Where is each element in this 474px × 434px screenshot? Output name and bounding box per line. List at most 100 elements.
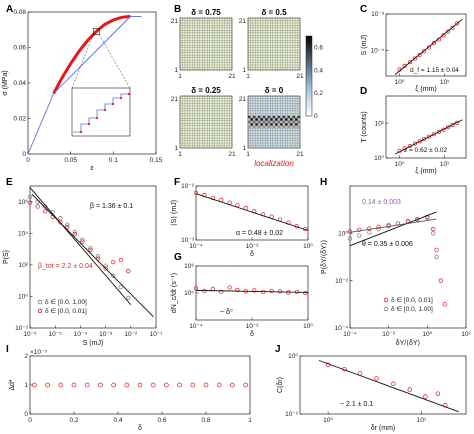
panel-b-localization-cell (280, 115, 283, 119)
panel-a-y-tick-label: 0.04 (13, 80, 26, 87)
panel-a-x-tick-label: 0 (26, 157, 30, 164)
panel-b-map (179, 95, 233, 149)
panel-a-inset-event (119, 96, 123, 100)
panel-b-localization-cell (255, 115, 258, 119)
panel-h-y-axis-label: P(δY/⟨δY⟩) (320, 240, 328, 274)
panel-b-localization-cell (270, 120, 273, 124)
panel-a-y-tick-label: 0.08 (13, 9, 26, 16)
panel-c-fit-line (394, 18, 463, 75)
panel-g-fit-line (195, 289, 309, 293)
panel-b-localization-cell (257, 125, 261, 129)
panel-d-data-point (441, 127, 446, 132)
panel-g-data-point (303, 290, 308, 296)
panel-a-inset-event (87, 122, 91, 126)
panel-b-localization-cell (262, 115, 266, 119)
panel-f-y-tick-label: 10⁻² (181, 183, 195, 190)
panel-e-y-tick-label: 10⁶ (18, 199, 28, 206)
panel-b-map (179, 17, 233, 71)
panel-c-y-tick-label: 10⁻⁴ (371, 48, 385, 55)
panel-b-localization-cell (280, 125, 283, 129)
panel-h-data-point-series-1 (357, 227, 362, 233)
panel-c-y-axis-label: S (mJ) (361, 35, 368, 56)
panel-b-localization-cell (250, 118, 253, 121)
panel-b-localization-cell (277, 123, 281, 126)
panel-b-localization-cell (290, 123, 293, 126)
panel-i-y-tick-label: 1 (24, 382, 28, 389)
panel-b-localization-cell (295, 118, 298, 121)
panel-c-annotation: d_f = 1.15 ± 0.04 (410, 67, 459, 74)
panel-b-annotation: localization (254, 159, 294, 168)
panel-b-localization-cell (282, 120, 286, 124)
panel-h-data-point-series-2 (376, 227, 381, 232)
panel-b-localization-cell (257, 115, 261, 119)
panel-h-data-point-series-1 (442, 302, 447, 307)
panel-j-data-point (391, 381, 396, 387)
panel-e-data-point-series-2 (80, 239, 85, 244)
panel-h-legend-label: δ ∈ [0.0, 1.00] (391, 306, 433, 313)
panel-e-y-tick-label: 10⁴ (18, 231, 28, 238)
panel-i-data-point (177, 382, 182, 388)
panel-h-annotation-theta: θ = 0.35 ± 0.006 (362, 241, 413, 248)
panel-h-x-axis-label: δY/⟨δY⟩ (396, 339, 421, 347)
panel-b-localization-cell (248, 120, 251, 124)
panel-c-data-point (446, 29, 451, 34)
chart-e: 10⁻⁶ 10⁻⁵ 10⁻⁴ 10⁻³ 10⁻² 10⁻¹ 10⁻² 10⁰ 10² 10⁴ 10⁶… (3, 185, 163, 347)
panel-h-y-tick-label: 10⁻⁴ (335, 325, 349, 332)
chart-g: 10⁻⁴ 10⁻² 10⁰ 10⁵ 10⁶ δ dN_c/dt (s⁻¹) ~ δ⁰ (171, 263, 313, 338)
panel-e-x-axis-label: S (mJ) (83, 340, 104, 347)
panel-d-x-tick-label: 10¹ (440, 161, 450, 168)
panel-b-localization-cell (272, 115, 276, 119)
panel-g-data-point (269, 288, 274, 294)
panel-e-data-point-series-1 (88, 245, 93, 251)
panel-a-y-tick-label: 0 (22, 151, 26, 158)
panel-e-data-point-series-1 (103, 263, 108, 268)
panel-c-data-point (417, 53, 422, 58)
panel-b-localization-cell (287, 120, 291, 124)
panel-b-localization-cell (272, 118, 276, 121)
panel-i-data-point (243, 382, 248, 388)
panel-e-data-point-series-2 (58, 220, 63, 225)
panel-e-legend-label: δ ∈ [0.0, 0.01] (45, 308, 87, 315)
panel-i-y-tick-label: 0 (24, 411, 28, 418)
panel-e-data-point-series-2 (111, 259, 116, 265)
panel-b-axis-tick: 21 (239, 96, 247, 103)
panel-j-x-axis-label: δr (mm) (371, 425, 396, 432)
panel-h-x-tick-label: 10⁰ (422, 331, 432, 338)
panel-a-inset-event (111, 102, 115, 106)
panel-b-localization-cell (265, 125, 268, 129)
panel-b-localization-cell (297, 120, 300, 124)
panel-b-axis-tick: 21 (296, 151, 304, 158)
chart-c: 10⁰ 10¹ 10⁻⁴ 10⁻³ ξ (mm) S (mJ) d_f = 1.15 ± 0… (361, 11, 467, 93)
panel-d-data-point (426, 134, 431, 139)
panel-h-data-point-series-1 (347, 229, 353, 234)
chart-i: 0 0.2 0.4 0.6 0.8 1 0 1 2×10⁻³ δ Δd* (9, 349, 252, 432)
panel-label-i: I (6, 344, 9, 355)
panel-b-colorbar-tick-label: 0 (314, 113, 318, 120)
panel-j-data-point (423, 394, 428, 399)
panel-f-data-point (193, 190, 199, 195)
panel-b-localization-cell (275, 125, 278, 129)
panel-label-g: G (174, 252, 182, 263)
panel-b-localization-cell (250, 123, 253, 126)
panel-b-localization-cell (267, 125, 271, 129)
panel-b-localization-cell (295, 125, 298, 129)
panel-b-localization-cell (255, 120, 258, 124)
panel-b-localization-cell (290, 118, 293, 121)
panel-d-annotation: z = 0.62 ± 0.02 (404, 147, 448, 154)
panel-g-data-point (235, 287, 240, 293)
panel-d-data-point (450, 123, 455, 128)
panel-b-localization-cell (285, 125, 288, 129)
panel-h-data-point-series-2 (434, 254, 439, 260)
panel-i-data-point (150, 382, 156, 388)
panel-e-data-point-series-1 (72, 229, 77, 235)
panel-a-series-line (27, 15, 142, 155)
panel-e-data-point-series-2 (72, 231, 77, 237)
panel-i-data-point (45, 382, 50, 388)
panel-c-y-tick-label: 10⁻³ (371, 11, 385, 18)
panel-f-x-tick-label: 10⁰ (303, 243, 313, 250)
panel-b-colorbar-tick-label: 0.6 (314, 44, 323, 51)
panel-e-data-point-series-1 (65, 222, 70, 227)
panel-e-data-point-series-1 (118, 284, 123, 290)
panel-b-localization-cell (280, 120, 283, 124)
panel-b-localization-cell (285, 123, 288, 126)
